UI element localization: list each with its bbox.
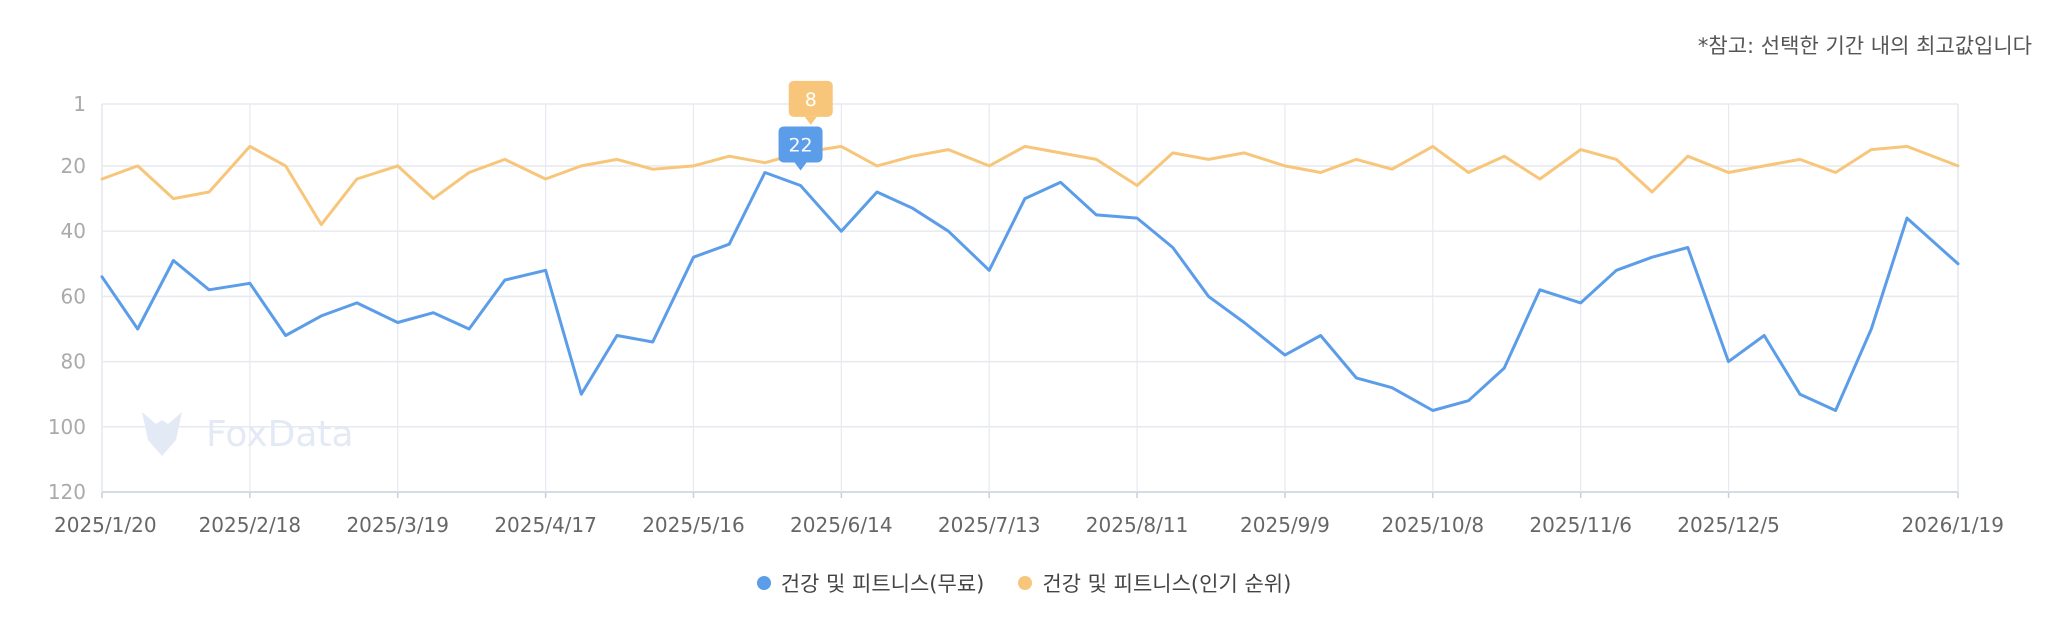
series-line-1: [100, 144, 1960, 227]
legend-label: 건강 및 피트니스(무료): [780, 572, 985, 596]
y-tick-label: 40: [61, 219, 86, 243]
y-tick-label: 1: [73, 92, 86, 116]
y-tick-label: 120: [48, 480, 86, 504]
y-tick-label: 80: [61, 350, 86, 374]
x-tick-label: 2026/1/19: [1901, 513, 2004, 537]
x-tick-label: 2025/9/9: [1240, 513, 1330, 537]
x-tick-label: 2025/5/16: [642, 513, 745, 537]
legend-item[interactable]: 건강 및 피트니스(무료): [756, 568, 985, 598]
peak-callout: 8: [788, 80, 833, 125]
callout-box: [778, 126, 823, 163]
peak-callouts: 22 8: [778, 80, 833, 171]
x-tick-label: 2025/2/18: [199, 513, 302, 537]
watermark-text: FoxData: [206, 414, 354, 455]
callout-box: [788, 80, 833, 117]
legend-dot-icon: [1018, 576, 1033, 590]
series-line-0: [100, 171, 1960, 412]
foxdata-watermark: FoxData: [142, 412, 354, 456]
x-tick-label: 2025/7/13: [938, 513, 1041, 537]
legend-label: 건강 및 피트니스(인기 순위): [1042, 572, 1292, 596]
peak-note: *참고: 선택한 기간 내의 최고값입니다: [1697, 34, 2032, 58]
grid: [101, 103, 1959, 493]
x-tick-label: 2025/1/20: [54, 513, 157, 537]
y-tick-label: 100: [48, 415, 86, 439]
callout-pointer: [804, 116, 817, 125]
fox-logo-icon: [142, 412, 182, 456]
y-tick-label: 20: [61, 154, 86, 178]
legend-item[interactable]: 건강 및 피트니스(인기 순위): [1018, 568, 1291, 598]
x-tick-label: 2025/11/6: [1529, 513, 1632, 537]
x-tick-label: 2025/12/5: [1677, 513, 1780, 537]
x-tick-label: 2025/8/11: [1086, 513, 1189, 537]
x-tick-label: 2025/4/17: [494, 513, 597, 537]
series-lines: [100, 144, 1960, 412]
x-tick-label: 2025/3/19: [346, 513, 449, 537]
callout-pointer: [794, 162, 807, 171]
x-tick-label: 2025/10/8: [1382, 513, 1485, 537]
callout-label: 22: [788, 134, 812, 156]
x-tick-label: 2025/6/14: [790, 513, 893, 537]
callout-label: 8: [805, 89, 817, 111]
peak-callout: 22: [778, 126, 823, 171]
legend: 건강 및 피트니스(무료) 건강 및 피트니스(인기 순위): [0, 568, 2048, 598]
y-tick-label: 60: [61, 284, 86, 308]
legend-dot-icon: [756, 576, 771, 590]
